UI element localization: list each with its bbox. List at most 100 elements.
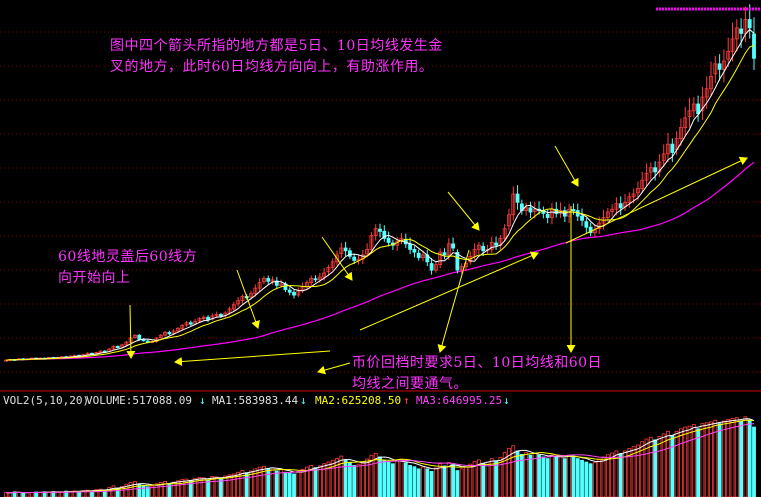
candle (562, 206, 567, 222)
candle-body (683, 117, 688, 128)
volume-bar (644, 438, 649, 497)
volume-bar (335, 458, 339, 497)
ma3-value: MA3:646995.25 (416, 394, 503, 407)
candle (382, 225, 387, 242)
volume-bars (4, 416, 756, 497)
annotation-arrows (126, 145, 748, 375)
candle-body (274, 280, 279, 286)
volume-bar (167, 482, 172, 497)
candle (223, 311, 228, 318)
candle-body (507, 214, 511, 227)
volume-bar (545, 458, 550, 497)
candle (653, 161, 658, 181)
candle-body (197, 318, 202, 322)
candle (326, 264, 331, 277)
candle (249, 290, 253, 300)
candle (679, 118, 683, 146)
volume-bar (648, 436, 653, 497)
candle-body (550, 208, 554, 218)
volume-bar (657, 436, 662, 497)
volume-bar (313, 467, 318, 497)
volume-bar (111, 485, 116, 497)
volume-bar (262, 465, 266, 497)
volume-bar (640, 441, 645, 497)
candle-body (451, 243, 455, 249)
volume-bar (734, 417, 739, 497)
candle-body (571, 209, 576, 212)
candle (691, 97, 696, 118)
volume-bar (584, 461, 589, 497)
candle-body (98, 350, 103, 353)
candle (343, 241, 348, 257)
candle-body (511, 193, 516, 216)
volume-bar (163, 481, 167, 497)
candle (270, 276, 275, 285)
volume-bar (317, 465, 322, 497)
candle-body (433, 264, 438, 271)
candle-body (442, 252, 447, 256)
candle-body (257, 282, 262, 289)
candle-body (421, 254, 425, 259)
arrow (236, 269, 260, 329)
volume-bar (666, 430, 670, 497)
volume-bar (292, 473, 296, 497)
candle (365, 243, 370, 257)
candle (378, 223, 382, 238)
candle-body (584, 221, 589, 228)
candle (459, 263, 464, 274)
volume-bar (287, 472, 292, 497)
candle (726, 37, 731, 68)
candle (743, 6, 748, 42)
volume-bar (236, 471, 241, 497)
volume-bar (283, 471, 288, 497)
arrow (174, 350, 331, 366)
volume-bar (59, 491, 64, 497)
volume-bar (464, 466, 468, 497)
candle (648, 162, 653, 180)
arrow (447, 191, 480, 231)
candle-body (648, 167, 653, 173)
candle-body (382, 230, 387, 239)
candle (416, 249, 421, 261)
candle-body (691, 103, 696, 112)
volume-bar (29, 492, 34, 497)
candle-body (188, 322, 193, 325)
candle (507, 208, 511, 231)
volume-bar (210, 476, 215, 497)
candle (115, 345, 120, 349)
volume-bar (524, 452, 529, 497)
ma1-arrow-icon: ↓ (300, 394, 307, 407)
candle (176, 327, 180, 333)
volume-bar (696, 428, 701, 497)
candle (657, 154, 662, 177)
volume-bar (683, 426, 688, 497)
candle (567, 204, 572, 223)
candle-body (163, 332, 167, 336)
candle (210, 313, 215, 321)
volume-bar (661, 433, 666, 497)
volume-bar (537, 454, 541, 497)
candle-body (640, 179, 645, 189)
candle (605, 207, 610, 222)
candle-body (343, 247, 348, 252)
candle (180, 324, 185, 330)
arrow (317, 362, 351, 375)
candle-body (653, 167, 658, 173)
volume-bar (98, 488, 103, 497)
volume-bar (145, 486, 150, 497)
candle (545, 209, 550, 224)
volume-bar (365, 458, 370, 497)
volume-bar (550, 454, 554, 497)
candle (730, 22, 735, 62)
volume-bar (425, 468, 430, 497)
volume-bar (476, 459, 481, 497)
candle (438, 248, 443, 269)
volume-bar (481, 462, 486, 497)
candle-body (709, 75, 713, 90)
candle (287, 287, 292, 296)
candle (266, 275, 271, 285)
volume-bar (154, 483, 159, 497)
volume-bar (390, 463, 395, 497)
candle (717, 54, 722, 81)
candle (274, 276, 279, 290)
